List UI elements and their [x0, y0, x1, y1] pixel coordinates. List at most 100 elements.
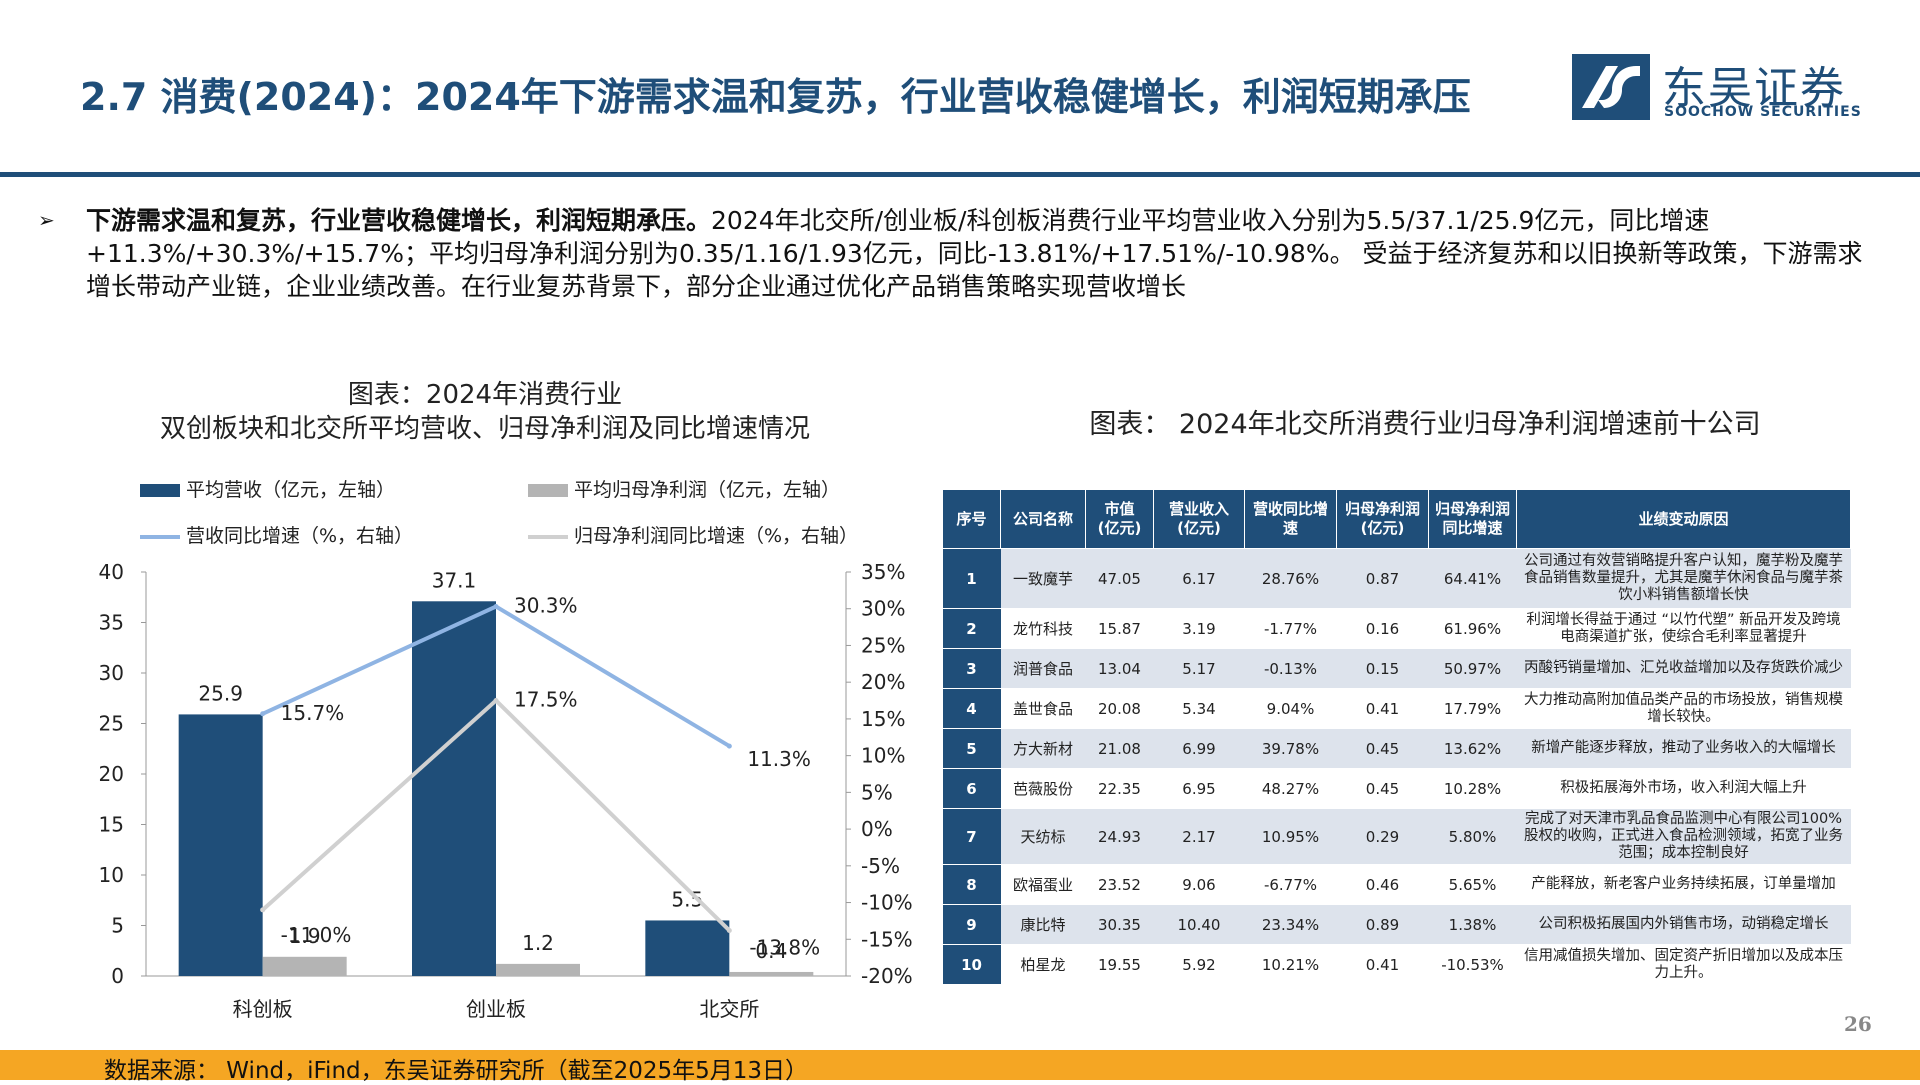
table-cell: 0.29 [1336, 808, 1429, 865]
table-cell: 6.17 [1153, 548, 1245, 609]
table-cell: 欧福蛋业 [1000, 864, 1086, 905]
profit-growth-label: -13.8% [749, 935, 820, 959]
profit-growth-label: 17.5% [514, 688, 578, 712]
source-footer-bar [0, 1050, 1920, 1080]
table-body: 1 一致魔芋 47.05 6.17 28.76% 0.87 64.41% 公司通过有效营销略提… [942, 548, 1851, 985]
left-tick-label: 15 [99, 813, 124, 837]
table-cell: 23.52 [1085, 864, 1154, 905]
table-cell: -6.77% [1244, 864, 1337, 905]
table-cell: 5.34 [1153, 688, 1245, 729]
reason-cell: 丙酸钙销量增加、汇兑收益增加以及存货跌价减少 [1516, 648, 1851, 689]
reason-cell: 新增产能逐步释放，推动了业务收入的大幅增长 [1516, 728, 1851, 769]
right-tick-label: -15% [861, 927, 913, 951]
left-tick-label: 30 [99, 661, 124, 685]
table-cell: 50.97% [1428, 648, 1517, 689]
legend-swatch-revenue [140, 484, 180, 497]
right-tick-label: 0% [861, 817, 893, 841]
table-cell: -0.13% [1244, 648, 1337, 689]
right-tick-label: 30% [861, 597, 905, 621]
reason-cell: 积极拓展海外市场，收入利润大幅上升 [1516, 768, 1851, 809]
table-cell: 0.45 [1336, 728, 1429, 769]
legend-swatch-profit [528, 484, 568, 497]
left-tick-label: 10 [99, 863, 124, 887]
table-cell: 22.35 [1085, 768, 1154, 809]
profit-bar-label: 0.4 [755, 939, 787, 963]
table-row: 10 柏星龙 19.55 5.92 10.21% 0.41 -10.53% 信用减值损失增加、… [942, 944, 1851, 985]
table-cell: 天纺标 [1000, 808, 1086, 865]
row-index-cell: 9 [942, 904, 1001, 945]
table-header-cell: 市值 (亿元) [1085, 489, 1154, 549]
legend-label-profit-growth: 归母净利润同比增速（%，右轴） [574, 525, 859, 547]
legend-label-profit: 平均归母净利润（亿元，左轴） [574, 479, 841, 501]
revenue-growth-point [260, 711, 266, 717]
table-cell: 6.95 [1153, 768, 1245, 809]
table-cell: 5.17 [1153, 648, 1245, 689]
table-cell: 一致魔芋 [1000, 548, 1086, 609]
table-cell: 10.40 [1153, 904, 1245, 945]
reason-cell: 大力推动高附加值品类产品的市场投放，销售规模增长较快。 [1516, 688, 1851, 729]
table-cell: 23.34% [1244, 904, 1337, 945]
table-cell: 13.04 [1085, 648, 1154, 689]
right-tick-label: 10% [861, 744, 905, 768]
table-cell: 13.62% [1428, 728, 1517, 769]
table-row: 5 方大新材 21.08 6.99 39.78% 0.45 13.62% 新增产能逐步释放，推… [942, 728, 1851, 769]
left-tick-label: 0 [111, 964, 124, 988]
table-row: 9 康比特 30.35 10.40 23.34% 0.89 1.38% 公司积极拓展国内外销售… [942, 904, 1851, 945]
profit-growth-point [493, 698, 499, 704]
table-row: 7 天纺标 24.93 2.17 10.95% 0.29 5.80% 完成了对天津市乳品食品监… [942, 808, 1851, 865]
table-cell: 19.55 [1085, 944, 1154, 985]
table-cell: 30.35 [1085, 904, 1154, 945]
reason-cell: 公司积极拓展国内外销售市场，动销稳定增长 [1516, 904, 1851, 945]
revenue-growth-label: 30.3% [514, 594, 578, 618]
table-cell: 0.45 [1336, 768, 1429, 809]
table-row: 6 芭薇股份 22.35 6.95 48.27% 0.45 10.28% 积极拓展海外市场，收… [942, 768, 1851, 809]
legend-swatch-profit-growth [528, 534, 568, 539]
table-cell: 柏星龙 [1000, 944, 1086, 985]
table-cell: 20.08 [1085, 688, 1154, 729]
table-cell: 康比特 [1000, 904, 1086, 945]
table-cell: 15.87 [1085, 608, 1154, 649]
table-row: 2 龙竹科技 15.87 3.19 -1.77% 0.16 61.96% 利润增长得益于通过 … [942, 608, 1851, 649]
table-cell: 24.93 [1085, 808, 1154, 865]
table-cell: 9.06 [1153, 864, 1245, 905]
legend-swatch-revenue-growth [140, 534, 180, 539]
profit-growth-point [726, 927, 732, 933]
right-tick-label: 35% [861, 560, 905, 584]
legend-label-revenue: 平均营收（亿元，左轴） [186, 479, 396, 501]
table-cell: 6.99 [1153, 728, 1245, 769]
table-cell: 方大新材 [1000, 728, 1086, 769]
table-cell: 1.38% [1428, 904, 1517, 945]
table-header-cell: 营收同比增速 [1244, 489, 1337, 549]
right-tick-label: 20% [861, 670, 905, 694]
row-index-cell: 4 [942, 688, 1001, 729]
table-cell: 0.16 [1336, 608, 1429, 649]
table-cell: 5.92 [1153, 944, 1245, 985]
revenue-bar [412, 601, 496, 976]
table-cell: 10.95% [1244, 808, 1337, 865]
table-cell: 龙竹科技 [1000, 608, 1086, 649]
table-cell: 17.79% [1428, 688, 1517, 729]
table-row: 8 欧福蛋业 23.52 9.06 -6.77% 0.46 5.65% 产能释放，新老客户业务… [942, 864, 1851, 905]
profit-bar [262, 956, 347, 976]
company-logo: 东吴证券 SOOCHOW SECURITIES [1572, 52, 1861, 122]
table-header-cell: 业绩变动原因 [1516, 489, 1851, 549]
table-cell: 3.19 [1153, 608, 1245, 649]
table-cell: 润普食品 [1000, 648, 1086, 689]
row-index-cell: 5 [942, 728, 1001, 769]
table-cell: 47.05 [1085, 548, 1154, 609]
table-header-row: 序号 公司名称 市值 (亿元) 营业收入 (亿元) 营收同比增速归母净利润 (亿元) 归母净利润… [942, 489, 1851, 549]
revenue-growth-label: 15.7% [281, 701, 345, 725]
chart-title-line1: 图表：2024年消费行业 [347, 380, 623, 410]
profit-growth-point [260, 907, 266, 913]
page-number: 26 [1844, 1012, 1872, 1036]
row-index-cell: 1 [942, 548, 1001, 609]
profit-bar-label: 1.2 [522, 931, 554, 955]
table-cell: 64.41% [1428, 548, 1517, 609]
legend-item-revenue: 平均营收（亿元，左轴） [140, 475, 395, 502]
top10-companies-table: 序号 公司名称 市值 (亿元) 营业收入 (亿元) 营收同比增速归母净利润 (亿元) 归母净利润… [942, 489, 1851, 985]
reason-cell: 完成了对天津市乳品食品监测中心有限公司100%股权的收购，正式进入食品检测领域，… [1516, 808, 1851, 865]
table-cell: 28.76% [1244, 548, 1337, 609]
profit-bar [729, 971, 814, 976]
right-tick-label: 5% [861, 780, 893, 804]
legend-item-revenue-growth: 营收同比增速（%，右轴） [140, 521, 413, 548]
